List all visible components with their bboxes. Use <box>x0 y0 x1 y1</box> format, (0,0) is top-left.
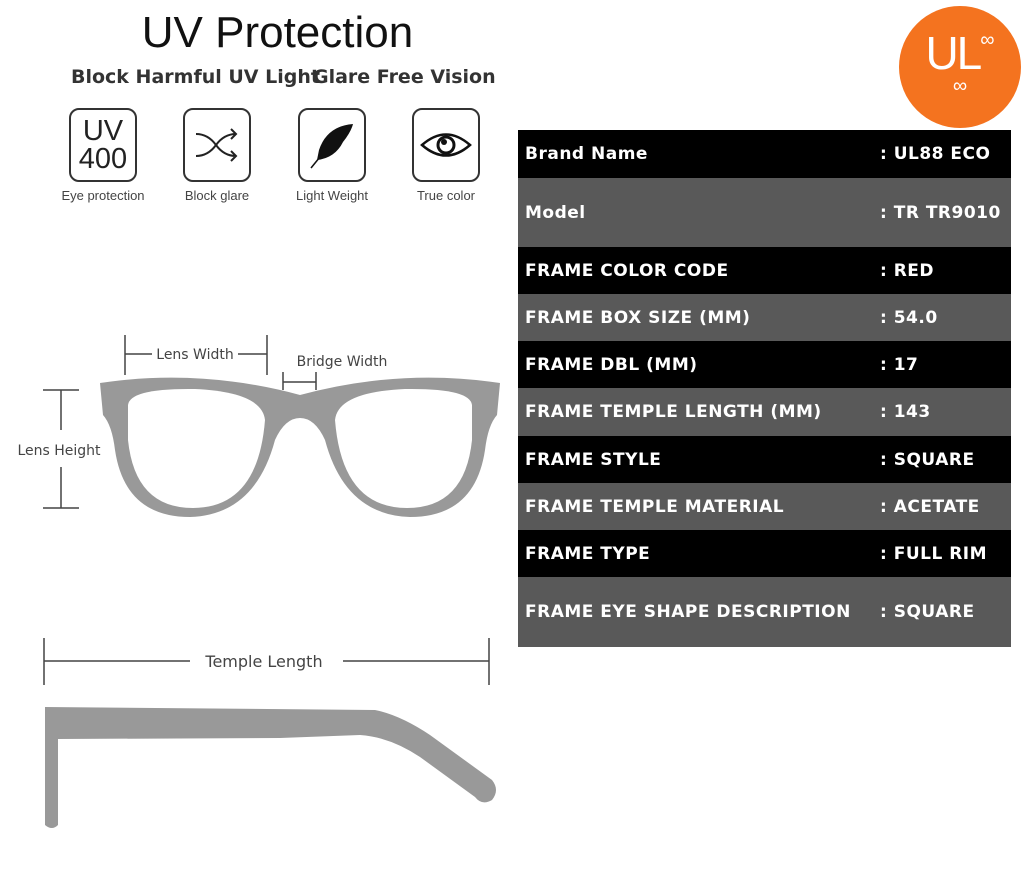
left-lens <box>128 388 265 508</box>
spec-row: FRAME STYLE : SQUARE <box>518 436 1011 483</box>
frame-measurement-diagram: Lens Width Bridge Width Lens Height Temp… <box>17 335 500 828</box>
spec-value: : UL88 ECO <box>880 144 991 164</box>
spec-value: : TR TR9010 <box>880 202 1001 223</box>
uv-text: UV <box>82 115 124 147</box>
eye-icon <box>412 108 480 182</box>
spec-label: FRAME TYPE <box>525 543 651 564</box>
feature-label: True color <box>416 188 476 203</box>
spec-label: FRAME STYLE <box>525 449 662 470</box>
spec-value: : SQUARE <box>880 449 975 470</box>
right-lens <box>335 388 472 508</box>
spec-label: FRAME TEMPLE LENGTH (MM) <box>525 402 822 422</box>
lens-width-label: Lens Width <box>156 347 233 363</box>
spec-row: Brand Name : UL88 ECO <box>518 130 1011 178</box>
spec-label: FRAME DBL (MM) <box>525 354 698 375</box>
spec-table: Brand Name : UL88 ECO Model : TR TR9010 FR… <box>518 130 1011 647</box>
bridge-width-label: Bridge Width <box>297 354 388 370</box>
spec-label: FRAME BOX SIZE (MM) <box>525 307 751 328</box>
subtitle-uv: Block Harmful UV Light <box>71 66 320 88</box>
spec-row: FRAME COLOR CODE : RED <box>518 247 1011 294</box>
uv-400-text: 400 <box>78 143 128 175</box>
uv400-icon: UV 400 <box>69 108 137 182</box>
spec-row: Model : TR TR9010 <box>518 178 1011 247</box>
temple-arm-shape <box>45 707 496 828</box>
feature-label: Light Weight <box>295 188 369 203</box>
dimension-lines <box>43 335 490 685</box>
logo-mark: UL <box>925 27 982 79</box>
feature-light-weight: Light Weight <box>282 108 382 203</box>
spec-label: FRAME COLOR CODE <box>525 260 729 281</box>
feature-true-color: True color <box>396 108 496 203</box>
feature-label: Block glare <box>184 188 250 203</box>
spec-row: FRAME BOX SIZE (MM) : 54.0 <box>518 294 1011 341</box>
spec-value: : FULL RIM <box>880 543 988 564</box>
spec-row: FRAME TEMPLE LENGTH (MM) : 143 <box>518 388 1011 436</box>
feature-block-glare: Block glare <box>167 108 267 203</box>
spec-label: FRAME EYE SHAPE DESCRIPTION <box>525 602 851 622</box>
feature-eye-protection: UV 400 Eye protection <box>53 108 153 203</box>
spec-row: FRAME TYPE : FULL RIM <box>518 530 1011 577</box>
spec-row: FRAME DBL (MM) : 17 <box>518 341 1011 388</box>
spec-label: Brand Name <box>525 144 648 164</box>
spec-value: : 17 <box>880 354 919 375</box>
urban-lens-logo: UL∞ ∞ URBAN LENS <box>899 6 1021 142</box>
feature-label: Eye protection <box>61 188 145 203</box>
spec-label: Model <box>525 202 586 223</box>
shuffle-arrows-icon <box>183 108 251 182</box>
page-title: UV Protection <box>141 8 414 57</box>
spec-value: : ACETATE <box>880 496 980 517</box>
logo-name: URBAN LENS <box>915 126 1005 142</box>
lens-height-label: Lens Height <box>17 443 101 459</box>
spec-value: : RED <box>880 260 935 281</box>
spec-value: : 54.0 <box>880 307 938 328</box>
temple-length-label: Temple Length <box>204 652 322 671</box>
infinity-icon: ∞ ∞ <box>952 29 995 97</box>
spec-value: : SQUARE <box>880 602 975 622</box>
spec-row: FRAME TEMPLE MATERIAL : ACETATE <box>518 483 1011 530</box>
spec-label: FRAME TEMPLE MATERIAL <box>525 496 785 517</box>
subtitle-glare: Glare Free Vision <box>313 66 496 88</box>
spec-value: : 143 <box>880 402 931 422</box>
spec-row: FRAME EYE SHAPE DESCRIPTION : SQUARE <box>518 577 1011 647</box>
feather-icon <box>298 108 366 182</box>
